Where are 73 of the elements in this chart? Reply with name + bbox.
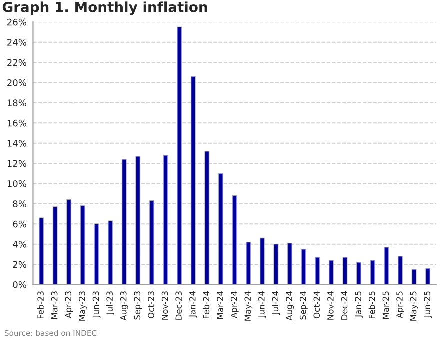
- y-tick-label: 20%: [8, 79, 26, 86]
- y-tick-label: 4%: [13, 241, 26, 248]
- bar: [370, 260, 376, 285]
- bar: [274, 244, 279, 285]
- x-tick-label: Mar-25: [382, 292, 390, 319]
- x-tick-label: Jun-25: [424, 292, 432, 318]
- bar: [39, 218, 44, 285]
- x-tick-label: Feb-25: [368, 292, 376, 319]
- bar: [218, 173, 224, 285]
- bar: [412, 269, 417, 285]
- bar: [177, 26, 182, 285]
- x-tick-label: Jun-24: [258, 291, 266, 318]
- y-tick-label: 14%: [8, 140, 26, 147]
- x-tick-label: Feb-24: [203, 291, 210, 319]
- x-tick-label: May-23: [79, 292, 87, 321]
- bar: [122, 159, 127, 285]
- y-tick-label: 2%: [13, 261, 26, 268]
- bar: [342, 257, 348, 285]
- bar: [260, 238, 265, 285]
- bar: [356, 262, 362, 285]
- bar: [301, 249, 306, 285]
- bar: [150, 200, 154, 285]
- y-tick-label: 22%: [8, 59, 26, 66]
- bar: [94, 224, 100, 285]
- bar: [315, 257, 320, 285]
- bar: [329, 260, 334, 285]
- bar: [163, 155, 168, 285]
- bar: [52, 206, 58, 285]
- x-tick-label: Dec-24: [341, 291, 348, 320]
- x-tick-label: Jan-24: [189, 291, 198, 318]
- x-tick-label: Apr-24: [230, 291, 239, 318]
- x-tick-label: Jul-24: [272, 291, 280, 316]
- y-tick-label: 0%: [13, 281, 26, 288]
- x-tick-label: Apr-23: [65, 292, 74, 318]
- bar: [136, 156, 141, 285]
- x-tick-label: Sep-24: [300, 291, 308, 320]
- chart-title: Graph 1. Monthly inflation: [2, 2, 208, 16]
- bar: [232, 196, 238, 285]
- y-tick-label: 26%: [8, 18, 26, 26]
- bar: [426, 268, 430, 285]
- y-tick-label: 6%: [13, 220, 26, 228]
- x-tick-label: Feb-23: [37, 292, 44, 319]
- x-tick-label: Jul-23: [106, 292, 115, 316]
- y-tick-label: 16%: [8, 120, 26, 127]
- x-tick-label: Oct-24: [314, 291, 320, 319]
- x-tick-label: Apr-25: [396, 292, 404, 318]
- bar: [66, 200, 72, 285]
- x-tick-label: Mar-23: [51, 292, 58, 319]
- bar: [80, 206, 86, 285]
- bar: [246, 242, 252, 285]
- x-tick-label: Nov-24: [328, 291, 334, 320]
- bar: [398, 256, 403, 285]
- bar: [204, 151, 210, 285]
- y-tick-label: 24%: [8, 39, 26, 46]
- x-tick-label: Jan-25: [355, 292, 364, 318]
- x-tick-label: Aug-23: [120, 292, 128, 321]
- y-tick-label: 10%: [8, 180, 26, 188]
- x-tick-label: May-25: [410, 292, 418, 321]
- bar: [288, 242, 292, 285]
- x-tick-label: Mar-24: [217, 291, 224, 319]
- y-tick-label: 8%: [13, 200, 26, 208]
- x-tick-label: Dec-23: [176, 292, 182, 320]
- x-tick-label: Aug-24: [286, 291, 294, 321]
- bar: [384, 247, 390, 285]
- x-tick-label: Jun-23: [92, 292, 101, 318]
- x-tick-label: May-24: [244, 291, 253, 321]
- x-tick-label: Sep-23: [134, 292, 142, 320]
- x-tick-label: Nov-23: [162, 292, 168, 320]
- y-tick-label: 12%: [8, 160, 26, 168]
- bar: [108, 220, 113, 285]
- x-tick-label: Oct-23: [148, 292, 154, 319]
- bar: [190, 76, 196, 285]
- y-tick-label: 18%: [8, 100, 26, 107]
